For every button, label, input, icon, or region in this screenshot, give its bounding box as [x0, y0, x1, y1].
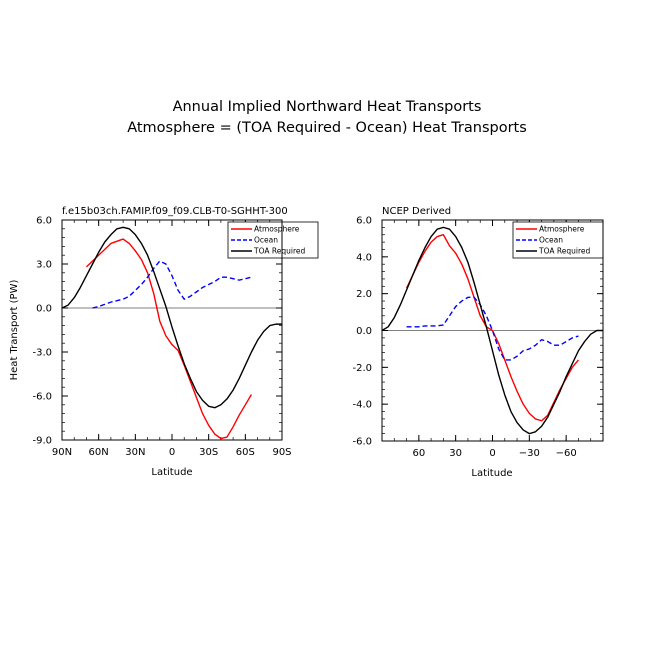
- left-xtick-label: 90S: [272, 447, 291, 458]
- left-ytick-label: -9.0: [32, 436, 52, 447]
- left-legend: Atmosphere Ocean TOA Required: [227, 221, 319, 259]
- right-chart-panel: NCEP Derived 6.0 4.0 2.0 0.0 -2.0 -4.0 -6.0 60 3…: [352, 206, 604, 479]
- left-xtick-label: 30S: [199, 447, 218, 458]
- right-legend-label-atmosphere: Atmosphere: [539, 225, 585, 234]
- right-series-ocean: [406, 296, 579, 361]
- left-legend-label-atmosphere: Atmosphere: [254, 225, 300, 234]
- left-series-toa-required: [61, 226, 282, 409]
- left-ytick-label: 6.0: [36, 216, 52, 227]
- right-xtick-label: −30: [519, 448, 540, 459]
- left-chart-ylabel: Heat Transport (PW): [9, 280, 20, 381]
- left-xtick-label: 60N: [89, 447, 109, 458]
- left-ytick-label: -3.0: [32, 348, 52, 359]
- left-xtick-label: 60S: [236, 447, 255, 458]
- left-series-ocean: [92, 260, 252, 309]
- left-chart-xlabel: Latitude: [151, 467, 192, 478]
- right-legend-label-toa-required: TOA Required: [538, 247, 590, 256]
- right-xtick-label: 60: [412, 448, 425, 459]
- right-xtick-label: 0: [489, 448, 495, 459]
- left-series-atmosphere: [85, 238, 253, 440]
- right-ytick-label: -6.0: [352, 437, 372, 448]
- right-series-toa-required: [381, 226, 603, 435]
- left-legend-label-toa-required: TOA Required: [253, 247, 305, 256]
- right-ytick-label: 6.0: [356, 216, 372, 227]
- figure-title-line2: Atmosphere = (TOA Required - Ocean) Heat…: [127, 120, 527, 136]
- right-ytick-label: 2.0: [356, 289, 372, 300]
- right-legend: Atmosphere Ocean TOA Required: [512, 221, 604, 259]
- right-chart-subtitle: NCEP Derived: [382, 206, 451, 217]
- right-series-atmosphere: [405, 234, 579, 422]
- right-xtick-label: −60: [556, 448, 577, 459]
- right-ytick-label: -4.0: [352, 400, 372, 411]
- right-chart-marks: 6.0 4.0 2.0 0.0 -2.0 -4.0 -6.0 60 30 0 −30 −60 Atmos…: [352, 216, 604, 459]
- left-chart-subtitle: f.e15b03ch.FAMIP.f09_f09.CLB-T0-SGHHT-30…: [62, 206, 288, 217]
- left-xtick-label: 30N: [125, 447, 145, 458]
- right-ytick-label: 4.0: [356, 252, 372, 263]
- left-legend-label-ocean: Ocean: [254, 236, 278, 245]
- right-ytick-label: -2.0: [352, 363, 372, 374]
- left-ytick-label: 3.0: [36, 260, 52, 271]
- left-xtick-label: 90N: [52, 447, 72, 458]
- left-chart-frame: [61, 219, 283, 441]
- right-chart-xlabel: Latitude: [471, 468, 512, 479]
- figure-title-line1: Annual Implied Northward Heat Transports: [173, 99, 482, 115]
- right-legend-label-ocean: Ocean: [539, 236, 563, 245]
- left-chart-panel: f.e15b03ch.FAMIP.f09_f09.CLB-T0-SGHHT-30…: [9, 206, 319, 478]
- right-chart-frame: [381, 219, 604, 442]
- left-xtick-label: 0: [169, 447, 175, 458]
- left-ytick-label: -6.0: [32, 392, 52, 403]
- right-xtick-label: 30: [449, 448, 462, 459]
- right-ytick-label: 0.0: [356, 326, 372, 337]
- left-ytick-label: 0.0: [36, 304, 52, 315]
